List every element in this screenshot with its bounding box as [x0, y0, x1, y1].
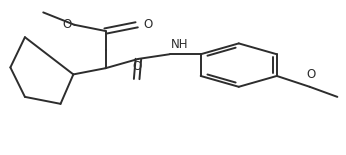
- Text: O: O: [307, 68, 316, 81]
- Text: O: O: [132, 60, 141, 73]
- Text: O: O: [143, 18, 152, 31]
- Text: O: O: [62, 18, 72, 31]
- Text: NH: NH: [171, 38, 189, 51]
